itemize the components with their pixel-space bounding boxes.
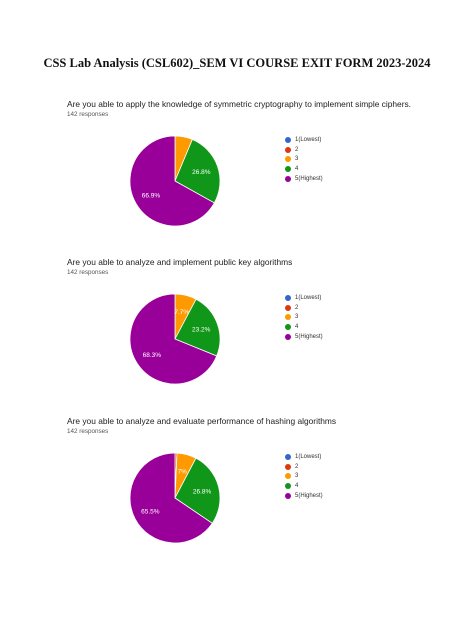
legend-item-3: 3 — [285, 472, 323, 482]
legend: 1(Lowest) 2 3 4 5(Highest) — [285, 135, 323, 184]
slice-label-4: 26.8% — [192, 169, 211, 176]
legend-label: 3 — [295, 473, 299, 480]
legend-label: 2 — [295, 146, 299, 153]
legend-item-4: 4 — [285, 322, 323, 332]
page-title: CSS Lab Analysis (CSL602)_SEM VI COURSE … — [43, 56, 431, 70]
legend-label: 5(Highest) — [295, 493, 323, 500]
legend-label: 4 — [295, 483, 299, 490]
slice-label-4: 23.2% — [192, 327, 211, 334]
legend-swatch — [285, 304, 291, 311]
legend-item-1-lowest: 1(Lowest) — [285, 293, 323, 303]
legend-swatch — [285, 493, 291, 500]
legend-swatch — [285, 334, 291, 341]
legend-swatch — [285, 314, 291, 321]
question-title: Are you able to analyze and evaluate per… — [67, 416, 337, 426]
legend-item-2: 2 — [285, 303, 323, 313]
pie-slice-5-highest — [129, 293, 218, 385]
chart-card-public-key: Are you able to analyze and implement pu… — [0, 257, 474, 407]
slice-label-3: 7.7% — [174, 309, 189, 316]
legend-label: 1(Lowest) — [295, 136, 322, 143]
legend-swatch — [285, 166, 291, 173]
legend-label: 2 — [295, 463, 299, 470]
legend-swatch — [285, 324, 291, 331]
legend-item-2: 2 — [285, 462, 323, 472]
slice-label-3: 7% — [178, 468, 188, 475]
legend-item-2: 2 — [285, 145, 323, 155]
pie-slice-4 — [174, 298, 221, 357]
legend-label: 1(Lowest) — [295, 294, 322, 301]
legend-item-3: 3 — [285, 313, 323, 323]
question-title: Are you able to apply the knowledge of s… — [67, 99, 412, 109]
legend-label: 3 — [295, 314, 299, 321]
legend-item-5-highest: 5(Highest) — [285, 332, 323, 342]
legend-label: 4 — [295, 324, 299, 331]
legend-item-5-highest: 5(Highest) — [285, 174, 323, 184]
legend-item-3: 3 — [285, 155, 323, 165]
legend-swatch — [285, 146, 291, 153]
response-count: 142 responses — [67, 428, 109, 435]
legend-swatch — [285, 483, 291, 490]
legend-label: 5(Highest) — [295, 334, 323, 341]
legend-item-1-lowest: 1(Lowest) — [285, 135, 323, 145]
pie-slice-4 — [174, 457, 221, 524]
legend-swatch — [285, 463, 291, 470]
response-count: 142 responses — [67, 269, 109, 276]
pie-slice-5-highest — [129, 135, 215, 227]
legend-label: 1(Lowest) — [295, 453, 322, 460]
slice-label-4: 26.8% — [193, 488, 212, 495]
legend-swatch — [285, 453, 291, 460]
legend-item-4: 4 — [285, 164, 323, 174]
legend-swatch — [285, 156, 291, 163]
pie-slice-5-highest — [129, 452, 213, 544]
legend-label: 4 — [295, 166, 299, 173]
slice-label-5-highest: 68.3% — [143, 352, 162, 359]
pie-chart: 7.7% 23.2% 68.3% — [129, 293, 221, 385]
legend-item-5-highest: 5(Highest) — [285, 491, 323, 501]
response-count: 142 responses — [67, 111, 109, 118]
legend: 1(Lowest) 2 3 4 5(Highest) — [285, 293, 323, 342]
pie-chart: 7% 26.8% 65.5% — [129, 452, 221, 544]
legend-item-4: 4 — [285, 481, 323, 491]
chart-card-hashing: Are you able to analyze and evaluate per… — [0, 416, 474, 566]
chart-card-symmetric-cryptography: Are you able to apply the knowledge of s… — [0, 99, 474, 249]
slice-label-5-highest: 66.9% — [142, 192, 161, 199]
legend-swatch — [285, 176, 291, 183]
legend-swatch — [285, 136, 291, 143]
legend-swatch — [285, 294, 291, 301]
slice-label-5-highest: 65.5% — [141, 508, 160, 515]
legend-item-1-lowest: 1(Lowest) — [285, 452, 323, 462]
legend-label: 2 — [295, 304, 299, 311]
legend: 1(Lowest) 2 3 4 5(Highest) — [285, 452, 323, 501]
legend-label: 5(Highest) — [295, 176, 323, 183]
legend-label: 3 — [295, 156, 299, 163]
legend-swatch — [285, 473, 291, 480]
pie-chart: 26.8% 66.9% — [129, 135, 221, 227]
question-title: Are you able to analyze and implement pu… — [67, 257, 293, 267]
